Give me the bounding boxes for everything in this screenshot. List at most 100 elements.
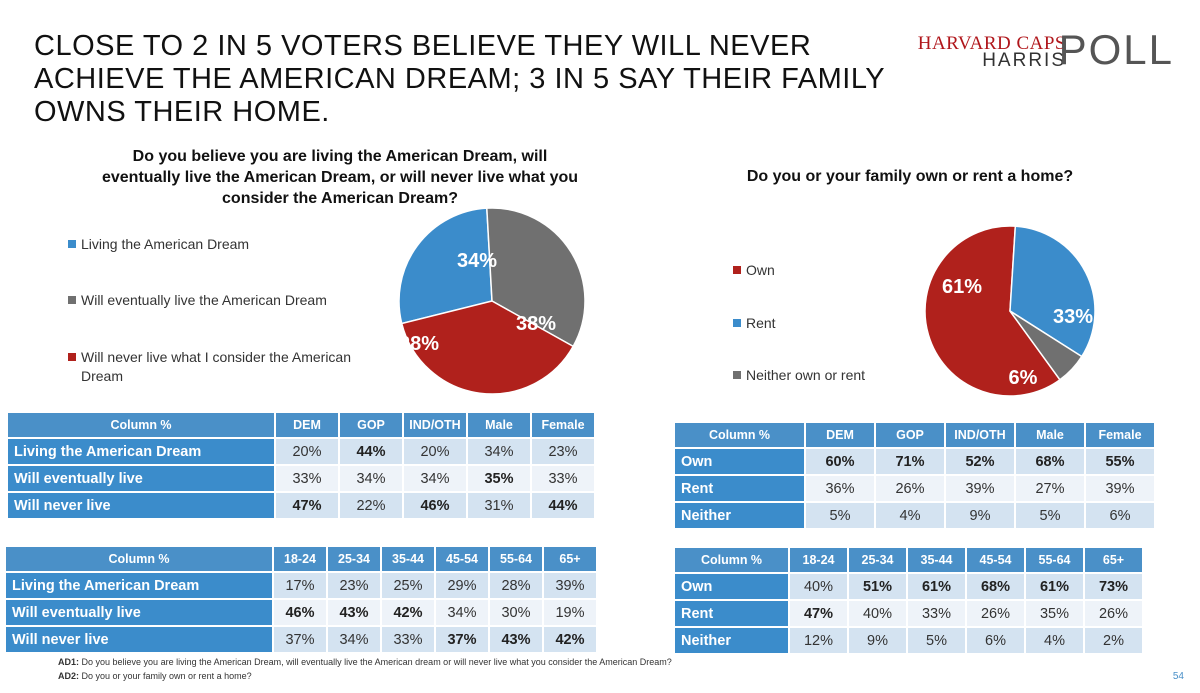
table-cell: 33% [908, 601, 965, 626]
pie-data-label: 28% [399, 333, 439, 355]
legend-label: Living the American Dream [81, 236, 250, 252]
table-cell: 23% [532, 439, 594, 464]
table-cell: 29% [436, 573, 488, 598]
legend-label: Will never live what I consider the Amer… [81, 349, 351, 384]
table-cell: 34% [340, 466, 402, 491]
legend-item: Living the American Dream [68, 235, 249, 254]
column-header: 45-54 [436, 547, 488, 571]
right-chart-title: Do you or your family own or rent a home… [746, 168, 1074, 185]
left-chart-title: Do you believe you are living the Americ… [101, 148, 579, 207]
pie-data-label: 61% [942, 276, 982, 298]
table-cell: 47% [276, 493, 338, 518]
column-header: 25-34 [849, 548, 906, 572]
row-label: Own [675, 449, 804, 474]
column-header: 18-24 [274, 547, 326, 571]
row-label: Will eventually live [8, 466, 274, 491]
table-cell: 40% [790, 574, 847, 599]
legend-swatch [733, 371, 741, 379]
table-cell: 61% [1026, 574, 1083, 599]
row-label: Own [675, 574, 788, 599]
table-cell: 42% [544, 627, 596, 652]
footnote-ad2: AD2: Do you or your family own or rent a… [58, 671, 252, 681]
legend-swatch [68, 353, 76, 361]
table-row: Will never live 37% 34% 33% 37% 43% 42% [6, 627, 596, 652]
table-cell: 25% [382, 573, 434, 598]
column-header: Column % [6, 547, 272, 571]
footnote-code: AD2: [58, 671, 80, 681]
pie-data-label: 33% [1053, 306, 1093, 328]
table-cell: 28% [490, 573, 542, 598]
table-cell: 20% [276, 439, 338, 464]
table-row: Own 40% 51% 61% 68% 61% 73% [675, 574, 1142, 599]
american-dream-pie-chart: 28% 34% 38% [398, 207, 586, 395]
party-gender-home-table: Column % DEM GOP IND/OTH Male Female Own 60% 71%… [673, 421, 1156, 530]
table-row: Neither 12% 9% 5% 6% 4% 2% [675, 628, 1142, 653]
table-cell: 26% [1085, 601, 1142, 626]
table-cell: 26% [967, 601, 1024, 626]
column-header: DEM [806, 423, 874, 447]
table-row: Will never live 47% 22% 46% 31% 44% [8, 493, 594, 518]
legend-item: Neither own or rent [733, 366, 865, 385]
table-cell: 33% [532, 466, 594, 491]
column-header: 45-54 [967, 548, 1024, 572]
table-cell: 19% [544, 600, 596, 625]
legend-swatch [733, 319, 741, 327]
table-cell: 33% [382, 627, 434, 652]
age-dream-table: Column % 18-24 25-34 35-44 45-54 55-64 65+ Livi… [4, 545, 598, 654]
table-cell: 22% [340, 493, 402, 518]
pie-slice [398, 207, 493, 325]
table-cell: 52% [946, 449, 1014, 474]
column-header: 65+ [544, 547, 596, 571]
pie-data-label: 38% [516, 313, 556, 335]
table-cell: 39% [1086, 476, 1154, 501]
legend-label: Own [746, 262, 775, 278]
table-cell: 27% [1016, 476, 1084, 501]
table-cell: 51% [849, 574, 906, 599]
table-row: Neither 5% 4% 9% 5% 6% [675, 503, 1154, 528]
row-label: Rent [675, 601, 788, 626]
table-cell: 23% [328, 573, 380, 598]
footnote-ad1: AD1: Do you believe you are living the A… [58, 657, 672, 667]
table-cell: 61% [908, 574, 965, 599]
legend-label: Will eventually live the American Dream [81, 292, 327, 308]
row-label: Will eventually live [6, 600, 272, 625]
table-cell: 34% [328, 627, 380, 652]
table-cell: 5% [806, 503, 874, 528]
row-label: Neither [675, 628, 788, 653]
legend-item: Rent [733, 314, 776, 333]
legend-swatch [68, 240, 76, 248]
logo-line-1: HARVARD CAPS [917, 33, 1066, 54]
table-row: Will eventually live 33% 34% 34% 35% 33% [8, 466, 594, 491]
table-cell: 20% [404, 439, 466, 464]
legend-item: Will never live what I consider the Amer… [68, 348, 381, 386]
row-label: Will never live [8, 493, 274, 518]
table-row: Living the American Dream 17% 23% 25% 29% 28%… [6, 573, 596, 598]
table-cell: 6% [1086, 503, 1154, 528]
table-cell: 46% [404, 493, 466, 518]
table-cell: 44% [340, 439, 402, 464]
table-cell: 12% [790, 628, 847, 653]
age-home-table: Column % 18-24 25-34 35-44 45-54 55-64 65+ Own 4… [673, 546, 1144, 655]
page-number: 54 [1172, 671, 1184, 682]
table-cell: 34% [404, 466, 466, 491]
table-row: Living the American Dream 20% 44% 20% 34% 23% [8, 439, 594, 464]
table-header-row: Column % DEM GOP IND/OTH Male Female [8, 413, 594, 437]
column-header: Male [468, 413, 530, 437]
column-header: Female [532, 413, 594, 437]
table-cell: 37% [436, 627, 488, 652]
home-ownership-pie-chart: 61% 33% 6% [924, 225, 1096, 397]
column-header: Male [1016, 423, 1084, 447]
pie-slice [1009, 310, 1083, 381]
column-header: 25-34 [328, 547, 380, 571]
table-cell: 68% [967, 574, 1024, 599]
column-header: IND/OTH [404, 413, 466, 437]
pie-data-label: 6% [1009, 367, 1038, 389]
row-label: Rent [675, 476, 804, 501]
table-cell: 73% [1085, 574, 1142, 599]
column-header: IND/OTH [946, 423, 1014, 447]
column-header: Column % [675, 548, 788, 572]
table-cell: 44% [532, 493, 594, 518]
column-header: 35-44 [382, 547, 434, 571]
legend-label: Neither own or rent [746, 367, 866, 383]
table-cell: 55% [1086, 449, 1154, 474]
